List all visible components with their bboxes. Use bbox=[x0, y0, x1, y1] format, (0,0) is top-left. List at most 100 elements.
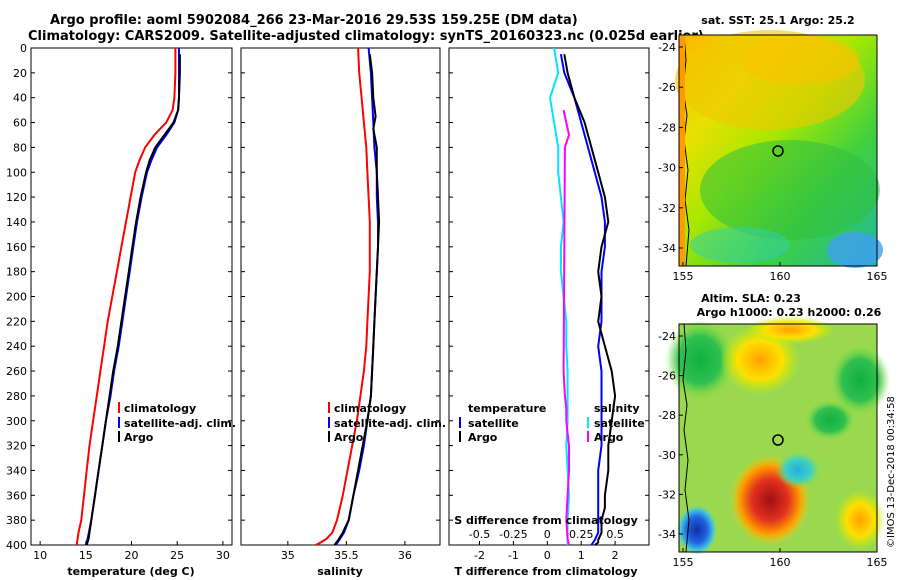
figure-title-line1: Argo profile: aoml 5902084_266 23-Mar-20… bbox=[50, 13, 578, 28]
temperature-x-tick-label: 10 bbox=[33, 549, 47, 562]
depth-tick-label: 380 bbox=[6, 514, 27, 527]
difference-legend-t-argo: Argo bbox=[468, 431, 498, 444]
sla-y-tick-label: -24 bbox=[658, 330, 676, 343]
difference-legend-t-satellite: satellite bbox=[468, 417, 519, 430]
salinity-x-tick-label: 36 bbox=[398, 549, 412, 562]
depth-tick-label: 120 bbox=[6, 191, 27, 204]
sla-coastline bbox=[682, 323, 690, 553]
temperature-legend: climatology satellite-adj. clim. Argo bbox=[118, 402, 236, 444]
temperature-legend-argo: Argo bbox=[124, 431, 154, 444]
depth-tick-label: 320 bbox=[6, 440, 27, 453]
sla-y-tick-label: -30 bbox=[658, 449, 676, 462]
depth-tick-label: 220 bbox=[6, 315, 27, 328]
sst-land bbox=[679, 35, 685, 266]
temperature-x-tick-label: 15 bbox=[79, 549, 93, 562]
sla-x-tick-label: 155 bbox=[673, 556, 694, 569]
depth-tick-label: 180 bbox=[6, 266, 27, 279]
depth-tick-label: 20 bbox=[13, 67, 27, 80]
sla-y-tick-label: -32 bbox=[658, 488, 676, 501]
difference-t-axis-label: T difference from climatology bbox=[454, 565, 637, 578]
temperature-depth-axis: 0 20 40 60 80 100 120 140 160 180 200 220 240 260 280 3… bbox=[6, 42, 232, 552]
temperature-x-tick-label: 30 bbox=[216, 549, 230, 562]
sla-yellow-eddy-2 bbox=[745, 316, 835, 344]
sst-x-tick-label: 165 bbox=[867, 270, 888, 283]
sst-y-tick-label: -34 bbox=[658, 242, 676, 255]
difference-x-axis: -2 -1 0 1 2 bbox=[474, 541, 619, 562]
sst-map-title: sat. SST: 25.1 Argo: 25.2 bbox=[701, 14, 854, 27]
salinity-legend-climatology: climatology bbox=[334, 402, 406, 415]
difference-s-tick-label: -0.5 bbox=[469, 528, 490, 541]
difference-legend-s-argo: Argo bbox=[594, 431, 624, 444]
depth-tick-label: 300 bbox=[6, 415, 27, 428]
difference-series-s-argo bbox=[562, 109, 571, 546]
salinity-depth-ticks bbox=[241, 47, 440, 546]
depth-tick-label: 400 bbox=[6, 539, 27, 552]
sst-map: sat. SST: 25.1 Argo: 25.2 155 160 165 -24 -2… bbox=[658, 14, 887, 283]
depth-tick-label: 340 bbox=[6, 464, 27, 477]
sla-y-tick-label: -28 bbox=[658, 409, 676, 422]
salinity-x-tick-label: 35.5 bbox=[334, 549, 359, 562]
depth-tick-label: 360 bbox=[6, 489, 27, 502]
depth-tick-label: 60 bbox=[13, 117, 27, 130]
temperature-x-tick-label: 25 bbox=[170, 549, 184, 562]
difference-x-tick-label: 1 bbox=[578, 549, 585, 562]
sst-cyan-patch bbox=[690, 227, 790, 263]
salinity-legend: climatology satellite-adj. clim. Argo bbox=[328, 402, 446, 444]
salinity-lines bbox=[315, 47, 381, 546]
salinity-legend-argo: Argo bbox=[334, 431, 364, 444]
depth-tick-label: 100 bbox=[6, 166, 27, 179]
temperature-x-axis: 10 15 20 25 30 bbox=[33, 541, 230, 562]
difference-s-tick-label: -0.25 bbox=[499, 528, 527, 541]
depth-tick-label: 280 bbox=[6, 390, 27, 403]
sst-cool-patch bbox=[827, 232, 883, 268]
difference-s-tick-label: 0.25 bbox=[569, 528, 594, 541]
depth-tick-label: 0 bbox=[20, 42, 27, 55]
difference-x-tick-label: 2 bbox=[612, 549, 619, 562]
difference-x-tick-label: -2 bbox=[474, 549, 485, 562]
depth-tick-label: 260 bbox=[6, 365, 27, 378]
difference-legend-salinity-header: salinity bbox=[594, 402, 640, 415]
temperature-x-tick-label: 20 bbox=[125, 549, 139, 562]
difference-legend-temperature-header: temperature bbox=[468, 402, 546, 415]
difference-series-t-satellite bbox=[559, 54, 606, 546]
sst-y-tick-label: -26 bbox=[658, 81, 676, 94]
sst-yellow-patch bbox=[740, 35, 860, 85]
depth-tick-label: 40 bbox=[13, 92, 27, 105]
sla-green-eddy-3 bbox=[805, 400, 855, 440]
depth-tick-label: 140 bbox=[6, 216, 27, 229]
difference-s-tick-label: 0.5 bbox=[606, 528, 624, 541]
salinity-series-argo bbox=[333, 54, 381, 546]
salinity-plot: 35 35.5 36 salinity climatology satellite-… bbox=[240, 47, 446, 578]
salinity-x-axis: 35 35.5 36 bbox=[281, 541, 412, 562]
sla-map-ticks: 155 160 165 -24 -26 -28 -30 -32 -34 bbox=[658, 330, 887, 569]
sla-x-tick-label: 165 bbox=[867, 556, 888, 569]
sst-map-frame bbox=[678, 34, 878, 267]
depth-tick-label: 80 bbox=[13, 141, 27, 154]
temperature-series-climatology bbox=[75, 48, 177, 546]
sst-x-tick-label: 160 bbox=[770, 270, 791, 283]
sla-map-title-line2: Argo h1000: 0.23 h2000: 0.26 bbox=[697, 306, 882, 319]
sla-yellow-eddy-3 bbox=[835, 490, 885, 550]
difference-legend-s-satellite: satellite bbox=[594, 417, 645, 430]
difference-x-tick-label: -1 bbox=[508, 549, 519, 562]
temperature-plot-frame bbox=[30, 47, 233, 546]
difference-s-tick-label: 0 bbox=[544, 528, 551, 541]
difference-series-t-argo bbox=[563, 54, 617, 546]
depth-tick-label: 160 bbox=[6, 241, 27, 254]
sla-green-eddy-2 bbox=[830, 345, 890, 415]
temperature-plot: 0 20 40 60 80 100 120 140 160 180 200 220 240 260 280 3… bbox=[6, 42, 236, 578]
sla-cool-eddy bbox=[677, 505, 717, 555]
temperature-legend-climatology: climatology bbox=[124, 402, 196, 415]
figure-title-line2: Climatology: CARS2009. Satellite-adjuste… bbox=[28, 29, 704, 44]
sst-y-tick-label: -32 bbox=[658, 202, 676, 215]
difference-legend-temperature: temperature satellite Argo bbox=[459, 402, 546, 444]
sla-map-frame bbox=[678, 323, 878, 553]
difference-plot: -2 -1 0 1 2 -0.5 -0.25 0 0.25 0.5 T difference f… bbox=[448, 47, 650, 578]
salinity-axis-label: salinity bbox=[317, 565, 363, 578]
sst-y-tick-label: -30 bbox=[658, 162, 676, 175]
sla-y-tick-label: -26 bbox=[658, 370, 676, 383]
difference-lines bbox=[548, 47, 617, 546]
temperature-lines bbox=[75, 48, 181, 546]
depth-tick-label: 200 bbox=[6, 291, 27, 304]
